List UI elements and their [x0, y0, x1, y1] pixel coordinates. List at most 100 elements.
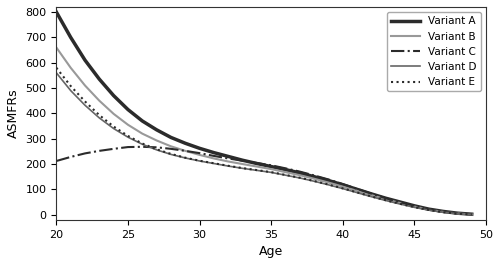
Variant C: [68, 155, 73, 158]
Variant A: [454, 211, 460, 215]
Variant C: [225, 157, 231, 160]
Variant D: [454, 212, 460, 215]
Variant D: [196, 160, 202, 163]
Variant A: [96, 78, 102, 81]
Y-axis label: ASMFRs: ASMFRs: [7, 89, 20, 138]
Variant A: [340, 183, 346, 186]
Variant E: [297, 176, 303, 179]
Variant E: [96, 113, 102, 117]
Variant B: [397, 201, 403, 205]
Legend: Variant A, Variant B, Variant C, Variant D, Variant E: Variant A, Variant B, Variant C, Variant…: [386, 12, 481, 91]
Line: Variant C: Variant C: [56, 147, 472, 214]
Variant B: [383, 198, 389, 201]
Line: Variant E: Variant E: [56, 68, 472, 214]
Variant C: [196, 152, 202, 155]
Line: Variant D: Variant D: [56, 73, 472, 214]
Variant A: [196, 147, 202, 150]
Variant D: [426, 209, 432, 212]
Variant B: [468, 213, 474, 216]
Variant A: [168, 136, 174, 139]
Variant D: [182, 156, 188, 160]
Variant E: [340, 187, 346, 190]
Variant E: [125, 134, 131, 138]
Variant E: [383, 199, 389, 202]
Variant E: [196, 159, 202, 162]
Variant C: [140, 145, 145, 148]
Variant E: [468, 213, 474, 216]
Variant C: [168, 147, 174, 151]
Variant E: [311, 179, 317, 183]
Variant E: [368, 195, 374, 198]
Variant E: [440, 211, 446, 214]
Variant B: [211, 157, 217, 160]
Variant C: [282, 167, 288, 170]
Variant E: [154, 148, 160, 151]
Variant E: [326, 183, 332, 186]
Variant B: [368, 194, 374, 197]
Variant A: [82, 59, 88, 62]
Variant D: [311, 180, 317, 183]
Variant D: [254, 169, 260, 172]
Variant A: [297, 171, 303, 174]
Variant E: [454, 212, 460, 215]
Variant A: [154, 128, 160, 131]
Variant D: [225, 165, 231, 168]
Variant C: [440, 210, 446, 213]
Variant A: [282, 168, 288, 171]
Variant D: [397, 202, 403, 206]
Variant C: [96, 149, 102, 152]
Variant D: [340, 187, 346, 190]
Variant C: [383, 197, 389, 200]
Variant E: [354, 191, 360, 194]
Variant D: [326, 183, 332, 186]
Variant B: [254, 165, 260, 168]
Variant D: [440, 211, 446, 214]
Variant C: [311, 174, 317, 177]
Variant C: [82, 152, 88, 155]
Variant E: [412, 206, 418, 209]
Variant B: [110, 112, 116, 116]
Line: Variant A: Variant A: [56, 12, 472, 214]
Variant A: [326, 179, 332, 182]
Variant B: [454, 212, 460, 215]
Variant D: [268, 171, 274, 174]
Variant D: [297, 176, 303, 180]
Variant E: [225, 164, 231, 167]
Variant B: [154, 139, 160, 142]
Variant B: [96, 99, 102, 102]
Variant D: [354, 191, 360, 194]
Variant D: [412, 206, 418, 209]
Variant B: [426, 208, 432, 211]
Variant C: [240, 159, 246, 162]
Variant B: [225, 160, 231, 163]
Line: Variant B: Variant B: [56, 47, 472, 214]
Variant C: [340, 183, 346, 186]
Variant B: [311, 177, 317, 180]
X-axis label: Age: Age: [259, 245, 283, 258]
Variant E: [182, 156, 188, 159]
Variant A: [254, 162, 260, 165]
Variant C: [182, 149, 188, 152]
Variant D: [282, 174, 288, 177]
Variant B: [412, 205, 418, 208]
Variant E: [240, 166, 246, 170]
Variant B: [168, 145, 174, 148]
Variant D: [383, 199, 389, 202]
Variant E: [268, 171, 274, 174]
Variant E: [282, 173, 288, 176]
Variant A: [125, 108, 131, 111]
Variant A: [368, 192, 374, 196]
Variant C: [54, 160, 60, 163]
Variant B: [326, 181, 332, 184]
Variant B: [196, 153, 202, 157]
Variant B: [140, 132, 145, 135]
Variant B: [82, 84, 88, 87]
Variant A: [426, 207, 432, 211]
Variant B: [282, 171, 288, 174]
Variant A: [110, 94, 116, 97]
Variant D: [368, 195, 374, 198]
Variant D: [82, 104, 88, 107]
Variant C: [268, 164, 274, 167]
Variant D: [110, 127, 116, 130]
Variant A: [412, 204, 418, 207]
